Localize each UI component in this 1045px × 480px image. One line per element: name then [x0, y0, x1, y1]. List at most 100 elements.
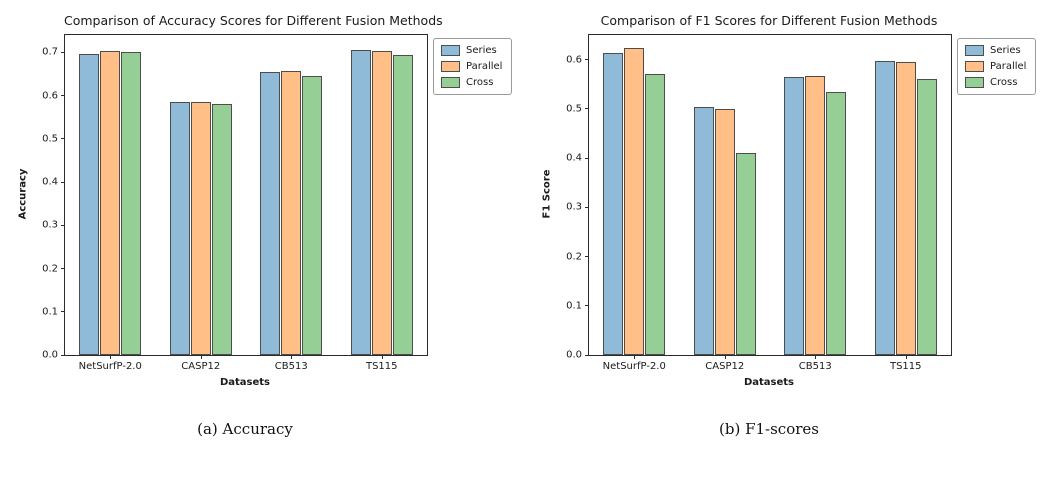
legend-entry: Series: [441, 45, 502, 56]
legend-label: Series: [466, 45, 497, 56]
x-axis-label: Datasets: [743, 377, 795, 388]
legend-entry: Parallel: [441, 61, 502, 72]
x-tick-label: CB513: [798, 361, 832, 372]
legend: Series Parallel Cross: [433, 38, 513, 95]
x-tick-mark: [634, 355, 636, 359]
chart-title: Comparison of Accuracy Scores for Differ…: [64, 13, 443, 28]
bar: [805, 75, 826, 355]
legend-swatch: [965, 45, 984, 56]
y-tick-mark: [61, 311, 65, 313]
legend-entry: Series: [965, 45, 1026, 56]
y-tick-mark: [585, 157, 589, 159]
x-tick-mark: [200, 355, 202, 359]
y-tick-mark: [61, 354, 65, 356]
y-axis-label: Accuracy: [17, 168, 29, 220]
x-tick-mark: [905, 355, 907, 359]
y-tick-mark: [61, 51, 65, 53]
y-tick-mark: [585, 59, 589, 61]
bar: [79, 54, 100, 355]
y-tick-label: 0.3: [566, 201, 582, 213]
y-tick-mark: [61, 181, 65, 183]
legend-entry: Cross: [965, 77, 1026, 88]
bar: [350, 49, 371, 355]
x-tick-mark: [724, 355, 726, 359]
y-tick-label: 0.6: [42, 90, 58, 102]
bar: [190, 101, 211, 355]
bar: [784, 76, 805, 355]
y-tick-mark: [585, 354, 589, 356]
legend-label: Parallel: [466, 61, 503, 72]
y-axis-label: F1 Score: [541, 169, 553, 219]
bar: [714, 108, 735, 355]
y-tick-label: 0.7: [42, 46, 58, 58]
x-tick-label: NetSurfP-2.0: [78, 361, 142, 372]
legend: Series Parallel Cross: [957, 38, 1037, 95]
y-tick-mark: [585, 256, 589, 258]
legend-entry: Cross: [441, 77, 502, 88]
accuracy-chart: Comparison of Accuracy Scores for Differ…: [8, 6, 520, 398]
y-tick-label: 0.1: [42, 306, 58, 318]
bar: [693, 107, 714, 355]
legend-swatch: [441, 77, 460, 88]
y-tick-label: 0.2: [42, 263, 58, 274]
plot-area: 0.0 0.1 0.2 0.3 0.4 0.5 0.6 0.7 NetSurfP-2.0 CASP…: [42, 34, 428, 372]
caption-accuracy: (a) Accuracy: [197, 420, 293, 438]
legend-label: Parallel: [990, 61, 1027, 72]
y-tick-label: 0.0: [566, 349, 582, 361]
y-tick-label: 0.0: [42, 349, 58, 361]
y-tick-label: 0.6: [566, 54, 582, 66]
y-tick-label: 0.1: [566, 300, 582, 312]
x-tick-label: CB513: [274, 361, 308, 372]
y-tick-mark: [585, 206, 589, 208]
bar: [916, 79, 937, 355]
x-tick-mark: [291, 355, 293, 359]
y-tick-label: 0.4: [566, 152, 582, 164]
bar: [392, 54, 413, 355]
bar: [169, 102, 190, 355]
y-tick-mark: [61, 268, 65, 269]
legend-swatch: [441, 45, 460, 56]
x-tick-label: NetSurfP-2.0: [602, 361, 666, 372]
figure-row: Comparison of Accuracy Scores for Differ…: [8, 6, 1044, 398]
y-tick-mark: [585, 108, 589, 110]
legend-swatch: [441, 61, 460, 72]
x-tick-label: CASP12: [705, 361, 745, 372]
bar: [735, 153, 756, 355]
y-tick-mark: [61, 224, 65, 226]
x-tick-label: TS115: [365, 361, 398, 372]
x-tick-label: TS115: [889, 361, 922, 372]
y-tick-mark: [585, 305, 589, 307]
bar: [874, 61, 895, 355]
bar: [826, 91, 847, 355]
legend-entry: Parallel: [965, 61, 1026, 72]
y-tick-mark: [61, 138, 65, 140]
bar: [260, 71, 281, 355]
bar: [371, 50, 392, 355]
x-tick-label: CASP12: [181, 361, 221, 372]
x-tick-mark: [815, 355, 817, 359]
bar: [895, 62, 916, 355]
y-tick-label: 0.5: [42, 133, 58, 145]
legend-label: Cross: [990, 77, 1018, 88]
y-tick-label: 0.3: [42, 219, 58, 231]
plot-area: 0.0 0.1 0.2 0.3 0.4 0.5 0.6 NetSurfP-2.0 CASP12 C…: [566, 34, 952, 372]
figure-captions: (a) Accuracy (b) F1-scores: [8, 420, 1044, 438]
legend-swatch: [965, 77, 984, 88]
bar: [302, 76, 323, 355]
y-tick-label: 0.4: [42, 176, 58, 188]
caption-f1-scores: (b) F1-scores: [719, 420, 819, 438]
bar: [100, 51, 121, 355]
y-tick-label: 0.5: [566, 103, 582, 115]
bar: [121, 52, 142, 355]
legend-label: Series: [990, 45, 1021, 56]
bar: [645, 74, 666, 355]
bar: [603, 53, 624, 355]
bar: [211, 104, 232, 355]
bar: [281, 71, 302, 355]
chart-title: Comparison of F1 Scores for Different Fu…: [600, 13, 938, 28]
x-axis-label: Datasets: [219, 377, 271, 388]
f1-chart: Comparison of F1 Scores for Different Fu…: [532, 6, 1044, 398]
y-tick-label: 0.2: [566, 251, 582, 263]
legend-swatch: [965, 61, 984, 72]
